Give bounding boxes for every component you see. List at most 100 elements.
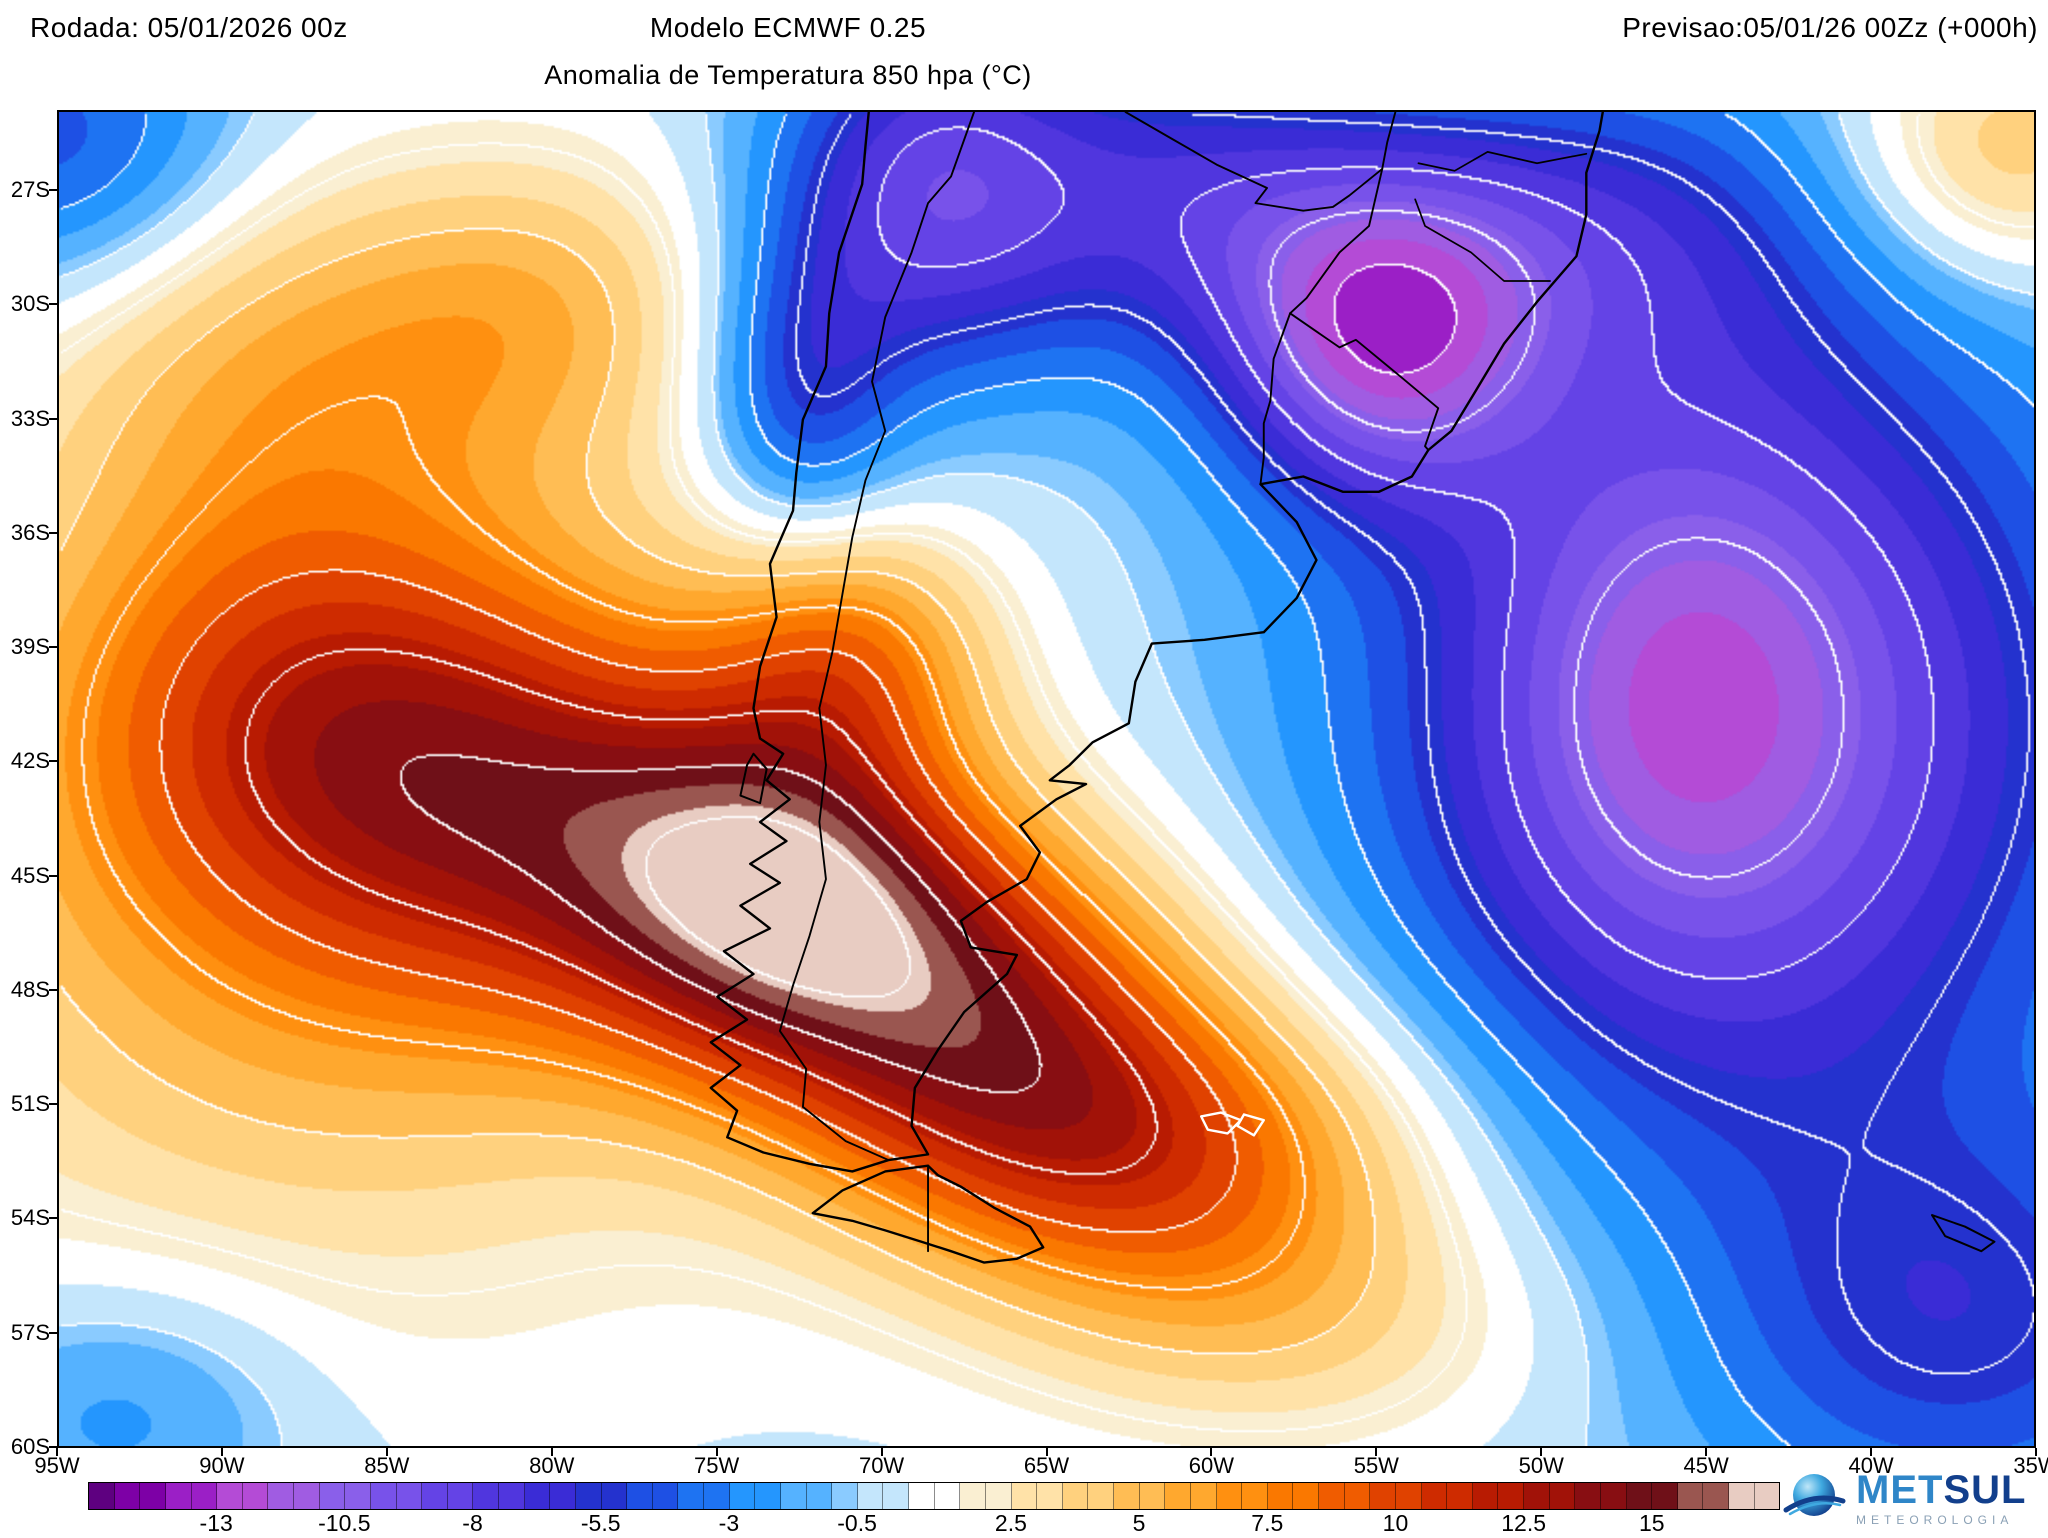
colorbar-cell — [268, 1483, 294, 1509]
colorbar-cell — [242, 1483, 269, 1509]
lat-label-51S: 51S — [10, 1091, 50, 1117]
lat-label-33S: 33S — [10, 405, 50, 431]
lat-label-39S: 39S — [10, 634, 50, 660]
colorbar-cell — [319, 1483, 346, 1509]
lon-tickmark — [1045, 1448, 1048, 1456]
lat-label-57S: 57S — [10, 1319, 50, 1345]
lon-tickmark — [220, 1448, 223, 1456]
forecast-valid-label: Previsao:05/01/26 00Zz (+000h) — [1622, 12, 2038, 43]
lon-tickmark — [715, 1448, 718, 1456]
lat-label-48S: 48S — [10, 976, 50, 1002]
colorbar-cell — [89, 1483, 115, 1509]
lon-label-35W: 35W — [2013, 1453, 2048, 1478]
logo-brand: METSUL — [1856, 1470, 2026, 1510]
lon-tickmark — [56, 1448, 58, 1456]
lon-tickmark — [880, 1448, 883, 1456]
lat-tickmark — [49, 646, 57, 649]
lon-label-90W: 90W — [199, 1453, 245, 1478]
border-uruguay-river — [1259, 312, 1292, 486]
colorbar-cell — [704, 1483, 730, 1509]
colorbar-cell — [1626, 1483, 1653, 1509]
lon-label-45W: 45W — [1683, 1453, 1729, 1478]
colorbar-cell — [1395, 1483, 1422, 1509]
lat-tickmark — [49, 1217, 57, 1220]
colorbar-cell — [524, 1483, 551, 1509]
colorbar-cell — [499, 1483, 525, 1509]
lon-tickmark — [2035, 1448, 2037, 1456]
logo-brand-prefix: MET — [1856, 1468, 1944, 1512]
coastline-falklands-east — [1236, 1113, 1265, 1137]
lon-label-55W: 55W — [1353, 1453, 1399, 1478]
lat-tickmark — [49, 874, 57, 877]
lat-tickmark — [49, 760, 57, 763]
lat-label-27S: 27S — [10, 176, 50, 202]
lat-tickmark — [49, 417, 57, 420]
colorbar-cell — [1344, 1483, 1371, 1509]
lat-label-54S: 54S — [10, 1205, 50, 1231]
lat-tickmark — [49, 1103, 57, 1106]
colorbar-cell — [1549, 1483, 1576, 1509]
metsul-logo: METSUL METEOROLOGIA — [1782, 1466, 2026, 1530]
colorbar-cell — [217, 1483, 243, 1509]
colorbar-cell — [447, 1483, 474, 1509]
border-brazil-argentina — [1289, 167, 1384, 315]
border-brazil-uruguay — [1289, 312, 1440, 451]
logo-brand-suffix: SUL — [1943, 1468, 2027, 1512]
colorbar-cell — [1114, 1483, 1140, 1509]
lat-tickmark — [49, 188, 57, 191]
colorbar-tick--8: -8 — [462, 1510, 483, 1536]
border-paraguay-argentina — [1124, 112, 1397, 212]
colorbar-cell — [729, 1483, 756, 1509]
colorbar-tick-15: 15 — [1639, 1510, 1665, 1536]
colorbar-cell — [1370, 1483, 1396, 1509]
globe-icon — [1783, 1474, 1846, 1516]
colorbar-cell — [191, 1483, 218, 1509]
lon-label-80W: 80W — [529, 1453, 575, 1478]
colorbar-cell — [1754, 1483, 1780, 1509]
coastline-chiloe — [739, 752, 768, 805]
lat-label-42S: 42S — [10, 748, 50, 774]
colorbar-cell — [1652, 1483, 1678, 1509]
colorbar-cell — [1088, 1483, 1114, 1509]
colorbar-cell — [934, 1483, 961, 1509]
lat-tickmark — [49, 1331, 57, 1334]
lon-tickmark — [1870, 1448, 1873, 1456]
colorbar-tick-7.5: 7.5 — [1251, 1510, 1284, 1536]
lon-label-65W: 65W — [1023, 1453, 1070, 1478]
colorbar-cell — [1037, 1483, 1063, 1509]
colorbar-cell — [652, 1483, 679, 1509]
lon-tickmark — [1210, 1448, 1213, 1456]
colorbar-tick-10: 10 — [1382, 1510, 1409, 1536]
lat-tickmark — [49, 303, 57, 306]
colorbar-cell — [1703, 1483, 1729, 1509]
colorbar-cell — [1319, 1483, 1345, 1509]
lat-label-30S: 30S — [10, 291, 50, 317]
lon-tickmark — [1375, 1448, 1378, 1456]
model-name-label: Modelo ECMWF 0.25 — [649, 12, 927, 43]
lat-label-36S: 36S — [10, 519, 50, 545]
colorbar-cell — [1729, 1483, 1755, 1509]
border-brazil-state-sc-pr — [1417, 151, 1588, 172]
lon-label-95W: 95W — [34, 1453, 80, 1478]
map-title: Anomalia de Temperatura 850 hpa (°C) — [544, 60, 1032, 90]
colorbar-tick--13: -13 — [199, 1510, 233, 1536]
colorbar-cell — [1242, 1483, 1268, 1509]
colorbar-cell — [806, 1483, 833, 1509]
colorbar-cell — [370, 1483, 397, 1509]
colorbar-cell — [857, 1483, 884, 1509]
colorbar-cell — [960, 1483, 986, 1509]
colorbar-cell — [601, 1483, 628, 1509]
colorbar-cell — [1190, 1483, 1217, 1509]
colorbar-cell — [550, 1483, 576, 1509]
map-area — [57, 110, 2036, 1448]
lon-tickmark — [385, 1448, 388, 1456]
lon-label-50W: 50W — [1518, 1453, 1564, 1478]
lat-tickmark — [49, 1445, 57, 1448]
lon-label-60W: 60W — [1188, 1453, 1235, 1478]
coastline-mainland — [709, 112, 1604, 1173]
colorbar-cell — [1139, 1483, 1166, 1509]
coastline-south-georgia — [1931, 1214, 1996, 1253]
lon-label-85W: 85W — [364, 1453, 410, 1478]
logo-subtitle: METEOROLOGIA — [1856, 1513, 2014, 1527]
